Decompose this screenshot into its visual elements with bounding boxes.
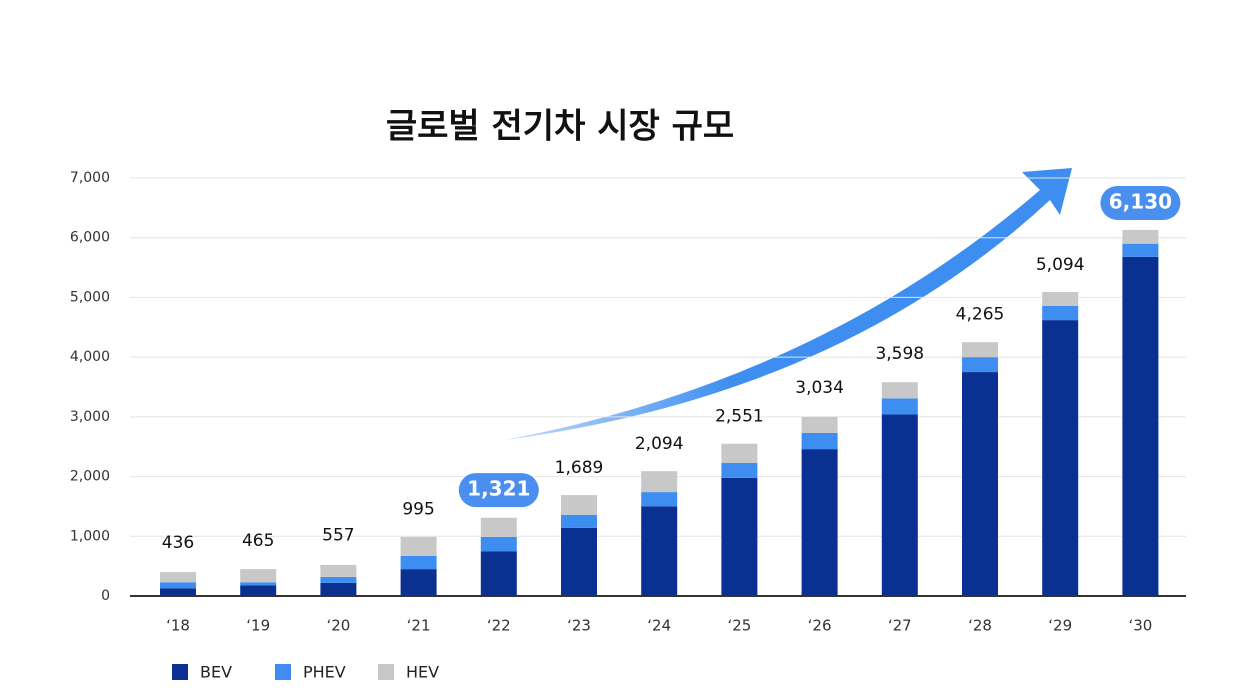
bar-segment [1122, 229, 1159, 244]
y-tick-label: 5,000 [70, 289, 110, 305]
bar-segment [400, 569, 437, 596]
bar-segment [320, 576, 357, 583]
bar-segment [962, 372, 998, 596]
y-tick-label: 0 [101, 588, 110, 604]
bar-segment [1122, 256, 1159, 596]
bar-segment [1042, 292, 1079, 306]
bar-segment [400, 536, 437, 556]
bar-segment [1122, 243, 1159, 257]
bar-segment [1042, 305, 1079, 321]
legend-label: PHEV [303, 663, 346, 682]
bar-segment [240, 585, 277, 596]
bar-segment [962, 357, 998, 373]
y-tick-label: 4,000 [70, 349, 110, 365]
bar-segment [1042, 320, 1079, 596]
y-tick-label: 1,000 [70, 528, 110, 544]
total-label: 436 [162, 533, 194, 553]
x-tick-label: ‘21 [407, 617, 431, 635]
bar-segment [160, 582, 196, 589]
bar-segment [480, 551, 517, 596]
bar-segment [641, 492, 678, 507]
bar-segment [641, 506, 678, 596]
bar-segment [801, 416, 838, 433]
bar-segment [480, 536, 517, 552]
legend-swatch [378, 664, 394, 680]
bar-segment [962, 342, 998, 358]
x-tick-label: ‘26 [808, 617, 832, 635]
total-label: 5,094 [1036, 255, 1085, 275]
bar-segment [240, 582, 277, 586]
x-tick-label: ‘22 [487, 617, 511, 635]
total-label: 557 [322, 526, 354, 546]
y-tick-label: 3,000 [70, 409, 110, 425]
bar-segment [480, 517, 517, 537]
total-label: 2,094 [635, 434, 684, 454]
highlight-pill [458, 473, 539, 508]
bar-segment [721, 443, 758, 463]
legend-swatch [275, 664, 291, 680]
bar-segment [721, 477, 758, 596]
legend-swatch [172, 664, 188, 680]
total-label: 4,265 [956, 304, 1005, 324]
bar-segment [160, 572, 196, 583]
total-label: 1,321 [467, 477, 530, 501]
x-tick-label: ‘27 [888, 617, 912, 635]
bar-segment [561, 527, 597, 596]
bar-segment [240, 569, 277, 583]
bar-segment [400, 555, 437, 570]
total-label: 3,034 [795, 378, 844, 398]
total-label: 465 [242, 531, 274, 551]
y-tick-label: 2,000 [70, 469, 110, 485]
bar-segment [881, 414, 918, 596]
bar-segment [561, 495, 597, 515]
bar-segment [320, 582, 357, 596]
total-label: 995 [402, 500, 434, 520]
legend-label: BEV [200, 663, 232, 682]
x-tick-label: ‘29 [1048, 617, 1072, 635]
bar-segment [641, 471, 678, 493]
total-label: 3,598 [875, 344, 924, 364]
bar-segment [160, 588, 196, 596]
bar-segment [721, 462, 758, 478]
y-tick-label: 6,000 [70, 230, 110, 246]
bar-segment [320, 564, 357, 577]
legend-label: HEV [406, 663, 439, 682]
x-tick-label: ‘19 [246, 617, 270, 635]
bar-segment [561, 514, 597, 528]
x-tick-label: ‘25 [727, 617, 751, 635]
bar-segment [801, 449, 838, 596]
highlight-pill [1100, 185, 1181, 220]
bar-segment [801, 432, 838, 450]
total-label: 6,130 [1109, 189, 1172, 213]
x-tick-label: ‘20 [326, 617, 350, 635]
x-tick-label: ‘30 [1128, 617, 1152, 635]
bar-segment [881, 382, 918, 399]
x-tick-label: ‘24 [647, 617, 671, 635]
chart-title: 글로벌 전기차 시장 규모 [386, 107, 734, 147]
y-tick-label: 7,000 [70, 170, 110, 186]
total-label: 1,689 [555, 458, 604, 478]
total-label: 2,551 [715, 407, 764, 427]
x-tick-label: ‘28 [968, 617, 992, 635]
bar-segment [881, 398, 918, 415]
x-tick-label: ‘23 [567, 617, 591, 635]
x-tick-label: ‘18 [166, 617, 190, 635]
